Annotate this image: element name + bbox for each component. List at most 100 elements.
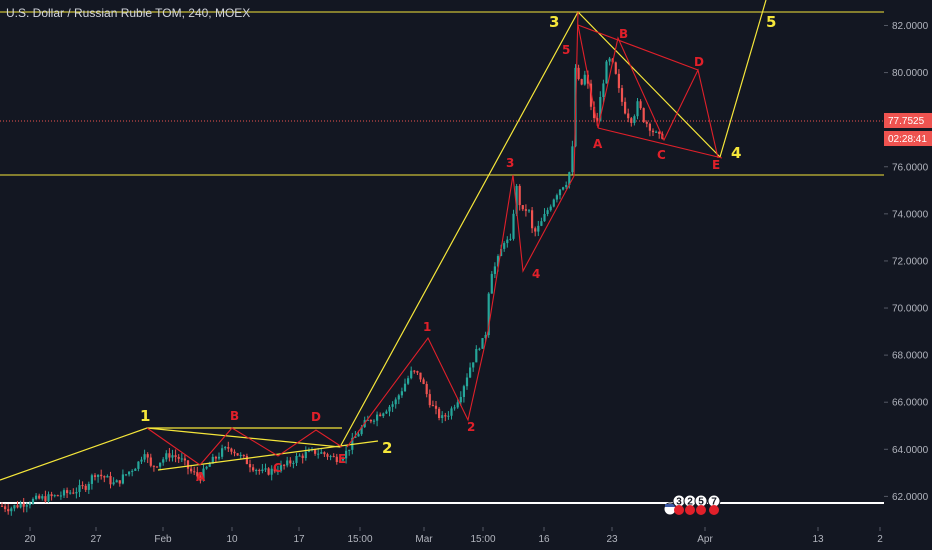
candle-body xyxy=(447,415,450,417)
candle-body xyxy=(546,210,549,214)
wave-labels: 1 2 3 4 5 A B C D E 1 2 3 4 5 A B C D E xyxy=(140,13,776,484)
candle-body xyxy=(335,456,338,462)
candle-body xyxy=(143,454,146,460)
candle-body xyxy=(31,498,35,504)
candle-body xyxy=(459,396,462,403)
secondary-wave-label: 1 xyxy=(423,320,431,334)
secondary-wave-label: E xyxy=(712,158,720,172)
candle-body xyxy=(416,371,419,373)
candle-body xyxy=(90,475,93,484)
y-tick-label: 70.0000 xyxy=(892,304,929,315)
event-flag-icon xyxy=(696,505,706,515)
event-flag-icon xyxy=(685,505,695,515)
primary-wave-label: 2 xyxy=(382,439,392,457)
candle-body xyxy=(168,453,171,458)
candle-body xyxy=(162,459,165,463)
candle-body xyxy=(503,243,506,249)
candle-body xyxy=(509,238,512,240)
candle-body xyxy=(22,503,25,507)
event-badge-count: 3 xyxy=(676,497,682,508)
candle-body xyxy=(593,106,596,119)
candle-body xyxy=(149,457,152,466)
candle-body xyxy=(484,335,487,339)
candle-body xyxy=(456,402,459,408)
candle-body xyxy=(171,455,174,458)
candle-body xyxy=(552,199,555,207)
candle-body xyxy=(186,460,190,469)
candle-body xyxy=(270,468,273,475)
y-tick-label: 82.0000 xyxy=(892,21,929,32)
correction-upper-line xyxy=(577,24,699,71)
candle-body xyxy=(155,466,159,468)
primary-wave-label: 1 xyxy=(140,407,150,425)
candle-body xyxy=(255,470,258,472)
countdown-label: 02:28:41 xyxy=(888,134,927,145)
candle-body xyxy=(385,411,388,414)
candle-body xyxy=(658,131,661,134)
candle-body xyxy=(354,436,357,438)
candle-body xyxy=(69,492,72,494)
candle-body xyxy=(627,113,630,119)
candle-body xyxy=(472,362,475,368)
candle-body xyxy=(202,468,205,481)
time-scale-bg xyxy=(0,527,884,550)
candle-body xyxy=(376,414,379,421)
candle-body xyxy=(307,450,310,452)
candle-body xyxy=(190,468,193,472)
secondary-wave-label: B xyxy=(230,409,239,423)
candle-body xyxy=(636,101,639,117)
event-flag-icon xyxy=(709,505,719,515)
candle-body xyxy=(630,118,633,123)
candle-body xyxy=(583,74,586,85)
candle-body xyxy=(465,377,469,387)
candle-body xyxy=(589,83,593,107)
candle-body xyxy=(413,370,416,372)
candle-body xyxy=(72,492,75,494)
candle-body xyxy=(400,391,403,396)
x-tick-label: 27 xyxy=(90,534,102,545)
last-price-tag-bg xyxy=(884,113,932,128)
candle-body xyxy=(100,474,103,477)
candle-body xyxy=(388,406,391,412)
candle-body xyxy=(419,372,422,380)
candle-body xyxy=(462,386,465,397)
candle-body xyxy=(326,454,329,457)
candle-body xyxy=(97,474,100,477)
candle-body xyxy=(360,427,363,435)
candle-body xyxy=(66,490,69,494)
x-tick-label: 13 xyxy=(812,534,824,545)
candle-body xyxy=(515,185,518,214)
candle-body xyxy=(478,348,481,350)
candle-body xyxy=(565,184,568,188)
y-tick-label: 68.0000 xyxy=(892,351,929,362)
candle-body xyxy=(537,225,540,232)
x-tick-label: 2 xyxy=(877,534,883,545)
candle-body xyxy=(655,131,658,133)
candle-body xyxy=(248,464,252,468)
candle-body xyxy=(428,394,431,406)
candle-body xyxy=(453,407,456,409)
candle-body xyxy=(81,485,84,487)
time-scale[interactable]: 20 27 Feb 10 17 15:00 Mar 15:00 16 23 Apr 13 2 xyxy=(0,527,884,550)
secondary-wave-label: 2 xyxy=(467,420,475,434)
candle-body xyxy=(490,273,493,294)
candle-body xyxy=(177,456,180,459)
candle-body xyxy=(329,456,332,458)
candle-body xyxy=(438,408,441,418)
candle-body xyxy=(345,450,348,459)
candle-body xyxy=(633,116,636,123)
candle-body xyxy=(38,495,41,499)
secondary-wave-label: C xyxy=(273,461,282,475)
y-tick-label: 74.0000 xyxy=(892,209,929,220)
candle-body xyxy=(10,508,13,512)
candle-body xyxy=(28,503,31,506)
candle-body xyxy=(124,474,128,476)
candle-body xyxy=(298,455,301,457)
candle-body xyxy=(543,213,546,222)
countdown-tag-bg xyxy=(884,131,932,146)
candle-body xyxy=(292,462,295,464)
candle-body xyxy=(441,415,444,418)
candle-body xyxy=(75,491,78,494)
